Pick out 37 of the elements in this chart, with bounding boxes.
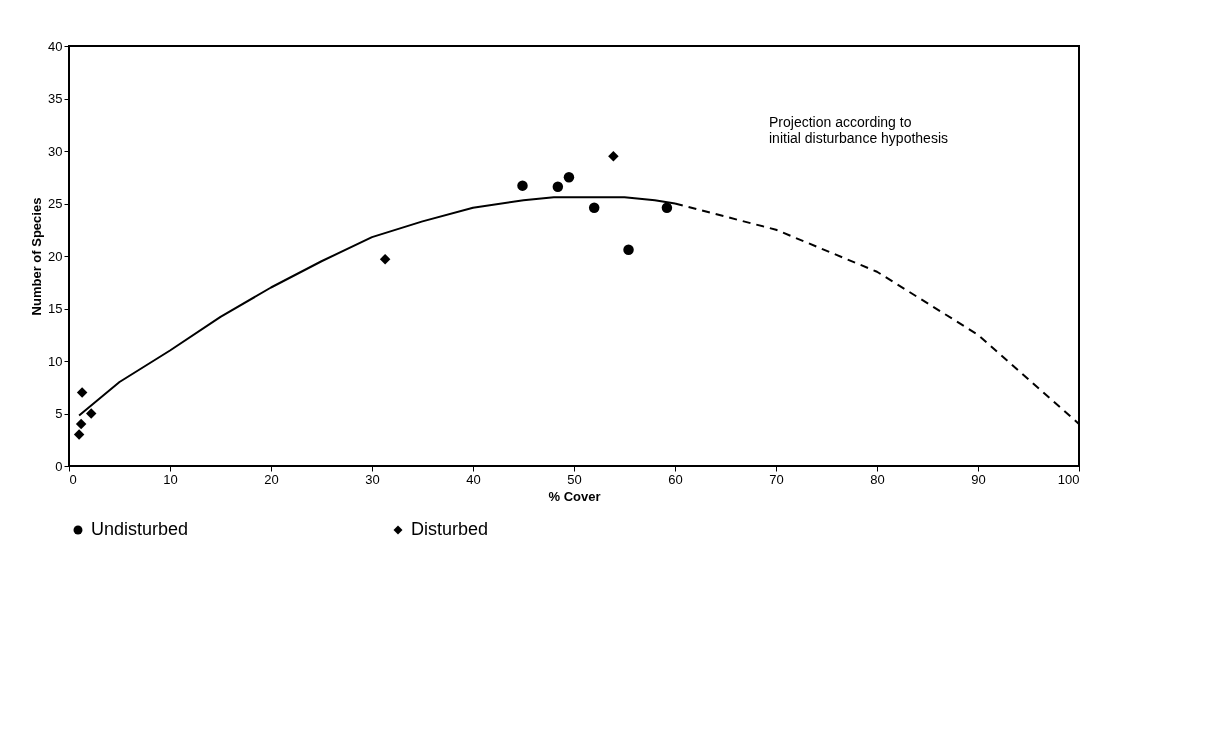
y-tick-label: 15: [48, 301, 63, 316]
x-tick-label: 70: [769, 471, 784, 487]
point: [552, 181, 564, 192]
y-tick-label: 25: [48, 196, 63, 211]
legend-label: Undisturbed: [91, 519, 189, 539]
y-axis-title: Number of Species: [29, 197, 45, 316]
x-tick-label: 0: [69, 471, 77, 487]
point: [379, 253, 391, 265]
point: [661, 202, 673, 213]
point: [588, 202, 600, 213]
point: [608, 151, 619, 162]
x-tick-label: 90: [971, 471, 986, 487]
point: [76, 387, 88, 398]
y-tick-label: 30: [48, 143, 63, 159]
x-tick-label: 20: [264, 471, 279, 487]
x-tick-label: 10: [163, 471, 178, 487]
point: [517, 180, 528, 191]
x-tick-label: 40: [466, 471, 481, 487]
y-tick-label: 0: [55, 458, 63, 474]
x-axis-title: % Cover: [548, 488, 601, 504]
point: [75, 418, 87, 430]
y-tick-label: 40: [48, 38, 63, 54]
point: [73, 429, 85, 440]
x-tick-label: 30: [365, 471, 380, 487]
annotation: Projection according to initial disturbance hypothesis: [769, 114, 948, 146]
x-tick-label: 80: [870, 471, 885, 487]
y-tick-label: 5: [55, 406, 63, 421]
y-tick-label: 20: [48, 248, 63, 264]
x-tick-label: 50: [567, 471, 582, 487]
legend-label: Disturbed: [411, 519, 489, 539]
point: [623, 244, 634, 255]
point: [85, 408, 97, 419]
point: [563, 172, 575, 183]
y-tick-label: 10: [48, 353, 63, 369]
x-tick-label: 60: [668, 471, 683, 487]
x-tick-label: 100: [1057, 471, 1080, 487]
y-tick-label: 35: [48, 91, 63, 106]
